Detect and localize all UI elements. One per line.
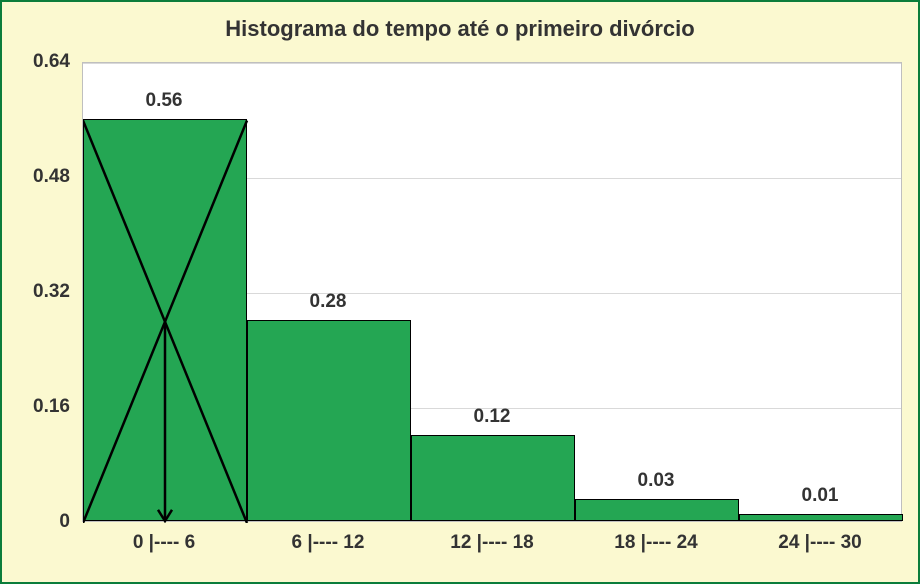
histogram-bar	[575, 499, 739, 521]
bar-value-label: 0.03	[638, 470, 675, 492]
chart-container: Histograma do tempo até o primeiro divór…	[0, 0, 920, 584]
x-tick-label: 0 |---- 6	[133, 532, 195, 554]
bar-value-label: 0.12	[474, 406, 511, 428]
bar-value-label: 0.56	[146, 90, 183, 112]
histogram-bar	[739, 514, 903, 521]
chart-title: Histograma do tempo até o primeiro divór…	[2, 16, 918, 42]
x-tick-label: 24 |---- 30	[778, 532, 861, 554]
y-tick-label: 0.32	[33, 281, 70, 303]
y-tick-label: 0.16	[33, 396, 70, 418]
y-tick-label: 0.48	[33, 166, 70, 188]
y-tick-label: 0.64	[33, 51, 70, 73]
x-tick-label: 18 |---- 24	[614, 532, 697, 554]
gridline	[83, 63, 901, 64]
bar-value-label: 0.28	[310, 291, 347, 313]
histogram-bar	[247, 320, 411, 521]
x-tick-label: 6 |---- 12	[292, 532, 365, 554]
plot-area	[82, 62, 902, 522]
histogram-bar	[83, 119, 247, 522]
x-tick-label: 12 |---- 18	[450, 532, 533, 554]
y-tick-label: 0	[59, 511, 70, 533]
histogram-bar	[411, 435, 575, 521]
bar-value-label: 0.01	[802, 485, 839, 507]
